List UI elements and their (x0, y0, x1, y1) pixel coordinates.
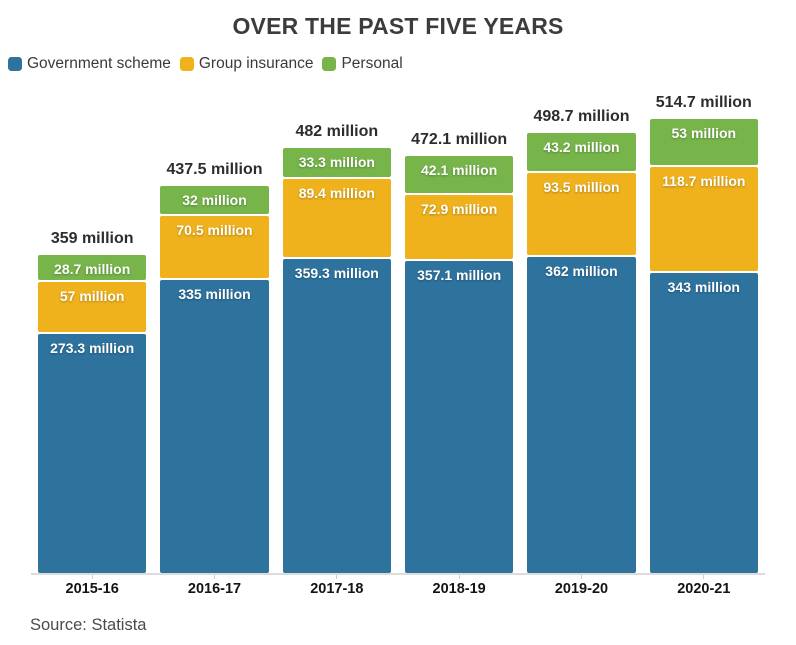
legend-swatch-government-scheme-icon (8, 57, 22, 71)
legend-item-personal: Personal (322, 55, 403, 73)
segment-value-label: 273.3 million (50, 340, 135, 356)
segment-personal: 43.2 million (527, 133, 636, 171)
x-axis-label: 2016-17 (187, 581, 242, 597)
legend-swatch-group-insurance-icon (179, 57, 194, 71)
bar-total-label: 472.1 million (411, 131, 508, 148)
bar-stack: 32 million 70.5 million 335 million (160, 186, 269, 573)
segment-personal: 28.7 million (38, 255, 147, 280)
segment-government-scheme: 359.3 million (282, 259, 391, 573)
segment-value-label: 57 million (59, 288, 125, 304)
bar-stack: 28.7 million 57 million 273.3 million (38, 255, 147, 573)
legend: Government scheme Group insurance Person… (8, 55, 796, 73)
segment-value-label: 33.3 million (298, 154, 375, 170)
segment-government-scheme: 357.1 million (404, 261, 514, 573)
segment-government-scheme: 335 million (160, 280, 269, 573)
segment-government-scheme: 362 million (527, 257, 636, 573)
segment-government-scheme: 343 million (649, 273, 758, 573)
bar-stack: 53 million 118.7 million 343 million (649, 119, 758, 573)
bar-group: 482 million 33.3 million 89.4 million 359.3… (276, 123, 398, 573)
segment-group-insurance: 93.5 million (527, 173, 636, 255)
segment-personal: 33.3 million (282, 148, 391, 177)
segment-value-label: 118.7 million (662, 173, 746, 189)
legend-label-government-scheme: Government scheme (27, 55, 171, 72)
segment-value-label: 93.5 million (543, 179, 620, 195)
segment-value-label: 70.5 million (176, 222, 253, 238)
segment-value-label: 28.7 million (54, 261, 131, 277)
segment-value-label: 72.9 million (421, 201, 498, 217)
axis-tick (643, 575, 765, 580)
segment-group-insurance: 70.5 million (160, 216, 269, 278)
axis-tick (398, 575, 520, 580)
segment-value-label: 359.3 million (294, 265, 379, 281)
bars-area: 359 million 28.7 million 57 million 273.3 m… (31, 87, 765, 573)
legend-item-group-insurance: Group insurance (179, 55, 314, 73)
segment-value-label: 53 million (671, 125, 737, 141)
x-axis-line (31, 573, 765, 575)
x-axis-label: 2017-18 (310, 581, 364, 597)
axis-tick (276, 575, 398, 580)
segment-value-label: 32 million (182, 192, 247, 208)
legend-swatch-personal-icon (322, 57, 337, 71)
bar-group: 514.7 million 53 million 118.7 million 343 … (643, 94, 765, 573)
axis-tick (520, 575, 642, 580)
segment-group-insurance: 118.7 million (649, 167, 758, 271)
bar-total-label: 498.7 million (533, 108, 630, 125)
segment-group-insurance: 72.9 million (404, 195, 514, 259)
x-axis-ticks (31, 575, 765, 580)
x-axis-labels: 2015-16 2016-17 2017-18 2018-19 2019-20 2020-… (31, 581, 765, 597)
chart-title: OVER THE PAST FIVE YEARS (232, 13, 564, 39)
segment-value-label: 362 million (545, 263, 618, 279)
bar-group: 472.1 million 42.1 million 72.9 million 357… (398, 131, 520, 573)
bar-total-label: 514.7 million (655, 94, 752, 111)
segment-group-insurance: 57 million (38, 282, 147, 332)
source-note: Source: Statista (30, 616, 147, 634)
x-axis-label: 2019-20 (554, 581, 609, 597)
segment-personal: 53 million (649, 119, 758, 165)
segment-value-label: 42.1 million (421, 162, 498, 178)
bar-stack: 43.2 million 93.5 million 362 million (527, 133, 636, 573)
segment-value-label: 343 million (667, 279, 740, 295)
segment-value-label: 43.2 million (543, 139, 620, 155)
legend-item-government-scheme: Government scheme (8, 55, 171, 73)
legend-label-personal: Personal (341, 55, 403, 72)
axis-tick (153, 575, 275, 580)
bar-stack: 42.1 million 72.9 million 357.1 million (404, 156, 514, 573)
bar-stack: 33.3 million 89.4 million 359.3 million (282, 148, 391, 573)
bar-total-label: 437.5 million (166, 161, 263, 178)
segment-group-insurance: 89.4 million (282, 179, 391, 257)
segment-value-label: 357.1 million (417, 267, 502, 283)
x-axis-label: 2015-16 (65, 581, 119, 597)
x-axis-label: 2018-19 (432, 581, 486, 597)
stacked-bar-chart: 359 million 28.7 million 57 million 273.3 m… (31, 87, 765, 597)
segment-government-scheme: 273.3 million (38, 334, 147, 573)
bar-total-label: 482 million (295, 123, 379, 140)
segment-value-label: 89.4 million (298, 185, 375, 201)
axis-tick (31, 575, 153, 580)
bar-group: 437.5 million 32 million 70.5 million 335 m… (153, 161, 275, 573)
segment-personal: 32 million (160, 186, 269, 214)
segment-personal: 42.1 million (404, 156, 514, 193)
bar-group: 359 million 28.7 million 57 million 273.3 m… (31, 230, 153, 573)
bar-total-label: 359 million (50, 230, 134, 247)
segment-value-label: 335 million (178, 286, 251, 302)
x-axis-label: 2020-21 (677, 581, 731, 597)
legend-label-group-insurance: Group insurance (198, 55, 314, 72)
bar-group: 498.7 million 43.2 million 93.5 million 362… (520, 108, 642, 573)
